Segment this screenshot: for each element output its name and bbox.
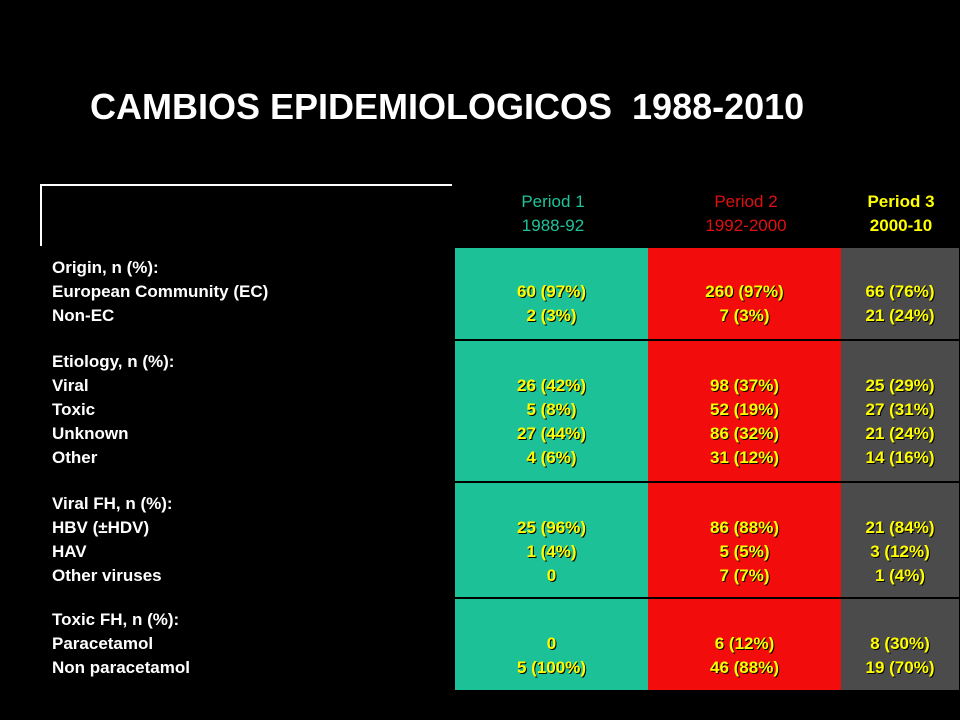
period-3-years: 2000-10 [869, 216, 933, 235]
period-1-column [455, 248, 648, 690]
value-cell: 5 (8%) [526, 400, 577, 419]
value-cell: 7 (7%) [719, 566, 770, 585]
row-label-group: Origin, n (%): European Community (EC) Non… [52, 256, 268, 328]
row-label: Other [52, 448, 98, 467]
value-cell: 0 [546, 566, 557, 585]
value-cell: 86 (88%) [710, 518, 779, 537]
value-cell-group: 0 5 (100%) [455, 632, 648, 680]
row-label: HAV [52, 542, 87, 561]
value-cell: 8 (30%) [870, 634, 930, 653]
value-cell: 52 (19%) [710, 400, 779, 419]
period-1-years: 1988-92 [521, 216, 585, 235]
value-cell-group: 66 (76%) 21 (24%) [841, 280, 959, 328]
row-separator [455, 597, 960, 599]
value-cell-group: 25 (29%) 27 (31%) 21 (24%) 14 (16%) [841, 374, 959, 470]
value-cell-group: 25 (96%) 1 (4%) 0 [455, 516, 648, 588]
value-cell-group: 98 (37%) 52 (19%) 86 (32%) 31 (12%) [648, 374, 841, 470]
value-cell: 5 (5%) [719, 542, 770, 561]
value-cell: 1 (4%) [874, 566, 926, 585]
period-2-years: 1992-2000 [705, 216, 787, 235]
value-cell: 3 (12%) [870, 542, 930, 561]
value-cell: 19 (70%) [865, 658, 935, 677]
row-header: Origin, n (%): [52, 258, 159, 277]
period-3-column [841, 248, 959, 690]
slide-title: CAMBIOS EPIDEMIOLOGICOS 1988-2010 [90, 86, 805, 127]
row-label: Paracetamol [52, 634, 154, 653]
row-label-group: Etiology, n (%): Viral Toxic Unknown Other [52, 350, 174, 470]
period-2-column [648, 248, 841, 690]
value-cell: 98 (37%) [710, 376, 779, 395]
row-label-group: Toxic FH, n (%): Paracetamol Non paracetam… [52, 608, 190, 680]
value-cell-group: 21 (84%) 3 (12%) 1 (4%) [841, 516, 959, 588]
value-cell: 5 (100%) [517, 658, 586, 677]
row-label: Toxic [52, 400, 96, 419]
value-cell: 6 (12%) [714, 634, 775, 653]
period-2-header: Period 2 1992-2000 [648, 190, 844, 238]
value-cell: 26 (42%) [517, 376, 586, 395]
row-header: Etiology, n (%): [52, 352, 175, 371]
value-cell: 260 (97%) [705, 282, 784, 301]
value-cell: 27 (31%) [865, 400, 935, 419]
value-cell: 14 (16%) [865, 448, 935, 467]
row-label: Non-EC [52, 306, 115, 325]
table-corner-cell [40, 184, 452, 246]
period-1-name: Period 1 [521, 192, 585, 211]
row-label: HBV (±HDV) [52, 518, 150, 537]
value-cell: 60 (97%) [517, 282, 586, 301]
value-cell-group: 86 (88%) 5 (5%) 7 (7%) [648, 516, 841, 588]
value-cell-group: 260 (97%) 7 (3%) [648, 280, 841, 328]
period-1-header: Period 1 1988-92 [455, 190, 651, 238]
row-label: Viral [52, 376, 89, 395]
value-cell: 7 (3%) [719, 306, 770, 325]
row-label: European Community (EC) [52, 282, 269, 301]
row-separator [455, 339, 960, 341]
value-cell: 4 (6%) [526, 448, 577, 467]
value-cell: 31 (12%) [710, 448, 779, 467]
value-cell: 21 (24%) [865, 424, 935, 443]
value-cell: 21 (84%) [865, 518, 935, 537]
row-label: Other viruses [52, 566, 162, 585]
value-cell: 46 (88%) [710, 658, 779, 677]
row-separator [455, 481, 960, 483]
row-label-group: Viral FH, n (%): HBV (±HDV) HAV Other virus… [52, 492, 173, 588]
value-cell: 66 (76%) [865, 282, 935, 301]
period-3-name: Period 3 [867, 192, 935, 211]
value-cell: 27 (44%) [517, 424, 586, 443]
value-cell: 86 (32%) [710, 424, 779, 443]
value-cell-group: 26 (42%) 5 (8%) 27 (44%) 4 (6%) [455, 374, 648, 470]
value-cell-group: 60 (97%) 2 (3%) [455, 280, 648, 328]
value-cell: 2 (3%) [526, 306, 577, 325]
row-header: Viral FH, n (%): [52, 494, 173, 513]
row-label: Unknown [52, 424, 129, 443]
row-header: Toxic FH, n (%): [52, 610, 180, 629]
value-cell: 21 (24%) [865, 306, 935, 325]
row-label: Non paracetamol [52, 658, 190, 677]
period-3-header: Period 3 2000-10 [846, 190, 956, 238]
value-cell: 1 (4%) [526, 542, 577, 561]
value-cell: 0 [546, 634, 557, 653]
value-cell: 25 (96%) [517, 518, 586, 537]
period-2-name: Period 2 [714, 192, 778, 211]
value-cell-group: 6 (12%) 46 (88%) [648, 632, 841, 680]
value-cell: 25 (29%) [865, 376, 935, 395]
value-cell-group: 8 (30%) 19 (70%) [841, 632, 959, 680]
